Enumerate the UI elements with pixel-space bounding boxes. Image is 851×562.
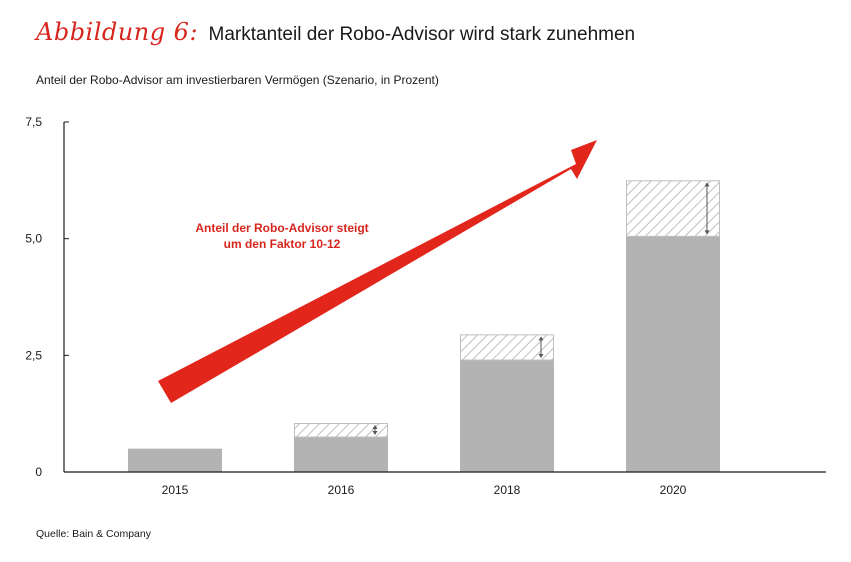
range-arrow-head-bottom-2018: [538, 354, 544, 358]
bar-2018: [460, 360, 554, 472]
bars-layer: [128, 180, 720, 472]
bar-2020: [626, 236, 720, 472]
labels-layer: 0 2,5 5,0 7,5 2015 2016 2018 2020 Anteil der Rob…: [25, 115, 686, 497]
axes-layer: [63, 121, 826, 473]
source-note: Quelle: Bain & Company: [36, 528, 151, 540]
bar-range-2020: [626, 180, 720, 237]
y-tick-label: 5,0: [25, 232, 42, 246]
annotation-line: um den Faktor 10-12: [224, 237, 341, 251]
figure-title-text: Marktanteil der Robo-Advisor wird stark …: [208, 24, 636, 45]
bar-2015: [128, 448, 222, 472]
range-arrow-head-top-2020: [704, 182, 710, 187]
x-tick-label: 2015: [162, 483, 189, 497]
bar-range-2018: [460, 334, 554, 361]
range-arrow-head-top-2018: [538, 336, 544, 341]
trend-arrow-layer: [158, 140, 597, 403]
bar-range-2016: [294, 423, 388, 438]
x-tick-label: 2016: [328, 483, 355, 497]
bar-2016: [294, 437, 388, 472]
figure-number: Abbildung 6:: [36, 18, 199, 46]
range-arrow-head-bottom-2016: [372, 431, 378, 435]
y-tick-label: 2,5: [25, 348, 42, 362]
x-tick-label: 2020: [660, 483, 687, 497]
y-tick-label: 7,5: [25, 115, 42, 129]
trend-arrow: [158, 140, 597, 403]
range-arrow-head-bottom-2020: [704, 230, 710, 235]
y-tick-label: 0: [35, 465, 42, 479]
x-tick-label: 2018: [494, 483, 521, 497]
range-arrow-head-top-2016: [372, 425, 378, 429]
chart-subtitle: Anteil der Robo-Advisor am investierbare…: [36, 73, 439, 87]
annotation-line: Anteil der Robo-Advisor steigt: [195, 221, 368, 235]
figure-title: Abbildung 6: Marktanteil der Robo-Adviso…: [36, 18, 635, 46]
